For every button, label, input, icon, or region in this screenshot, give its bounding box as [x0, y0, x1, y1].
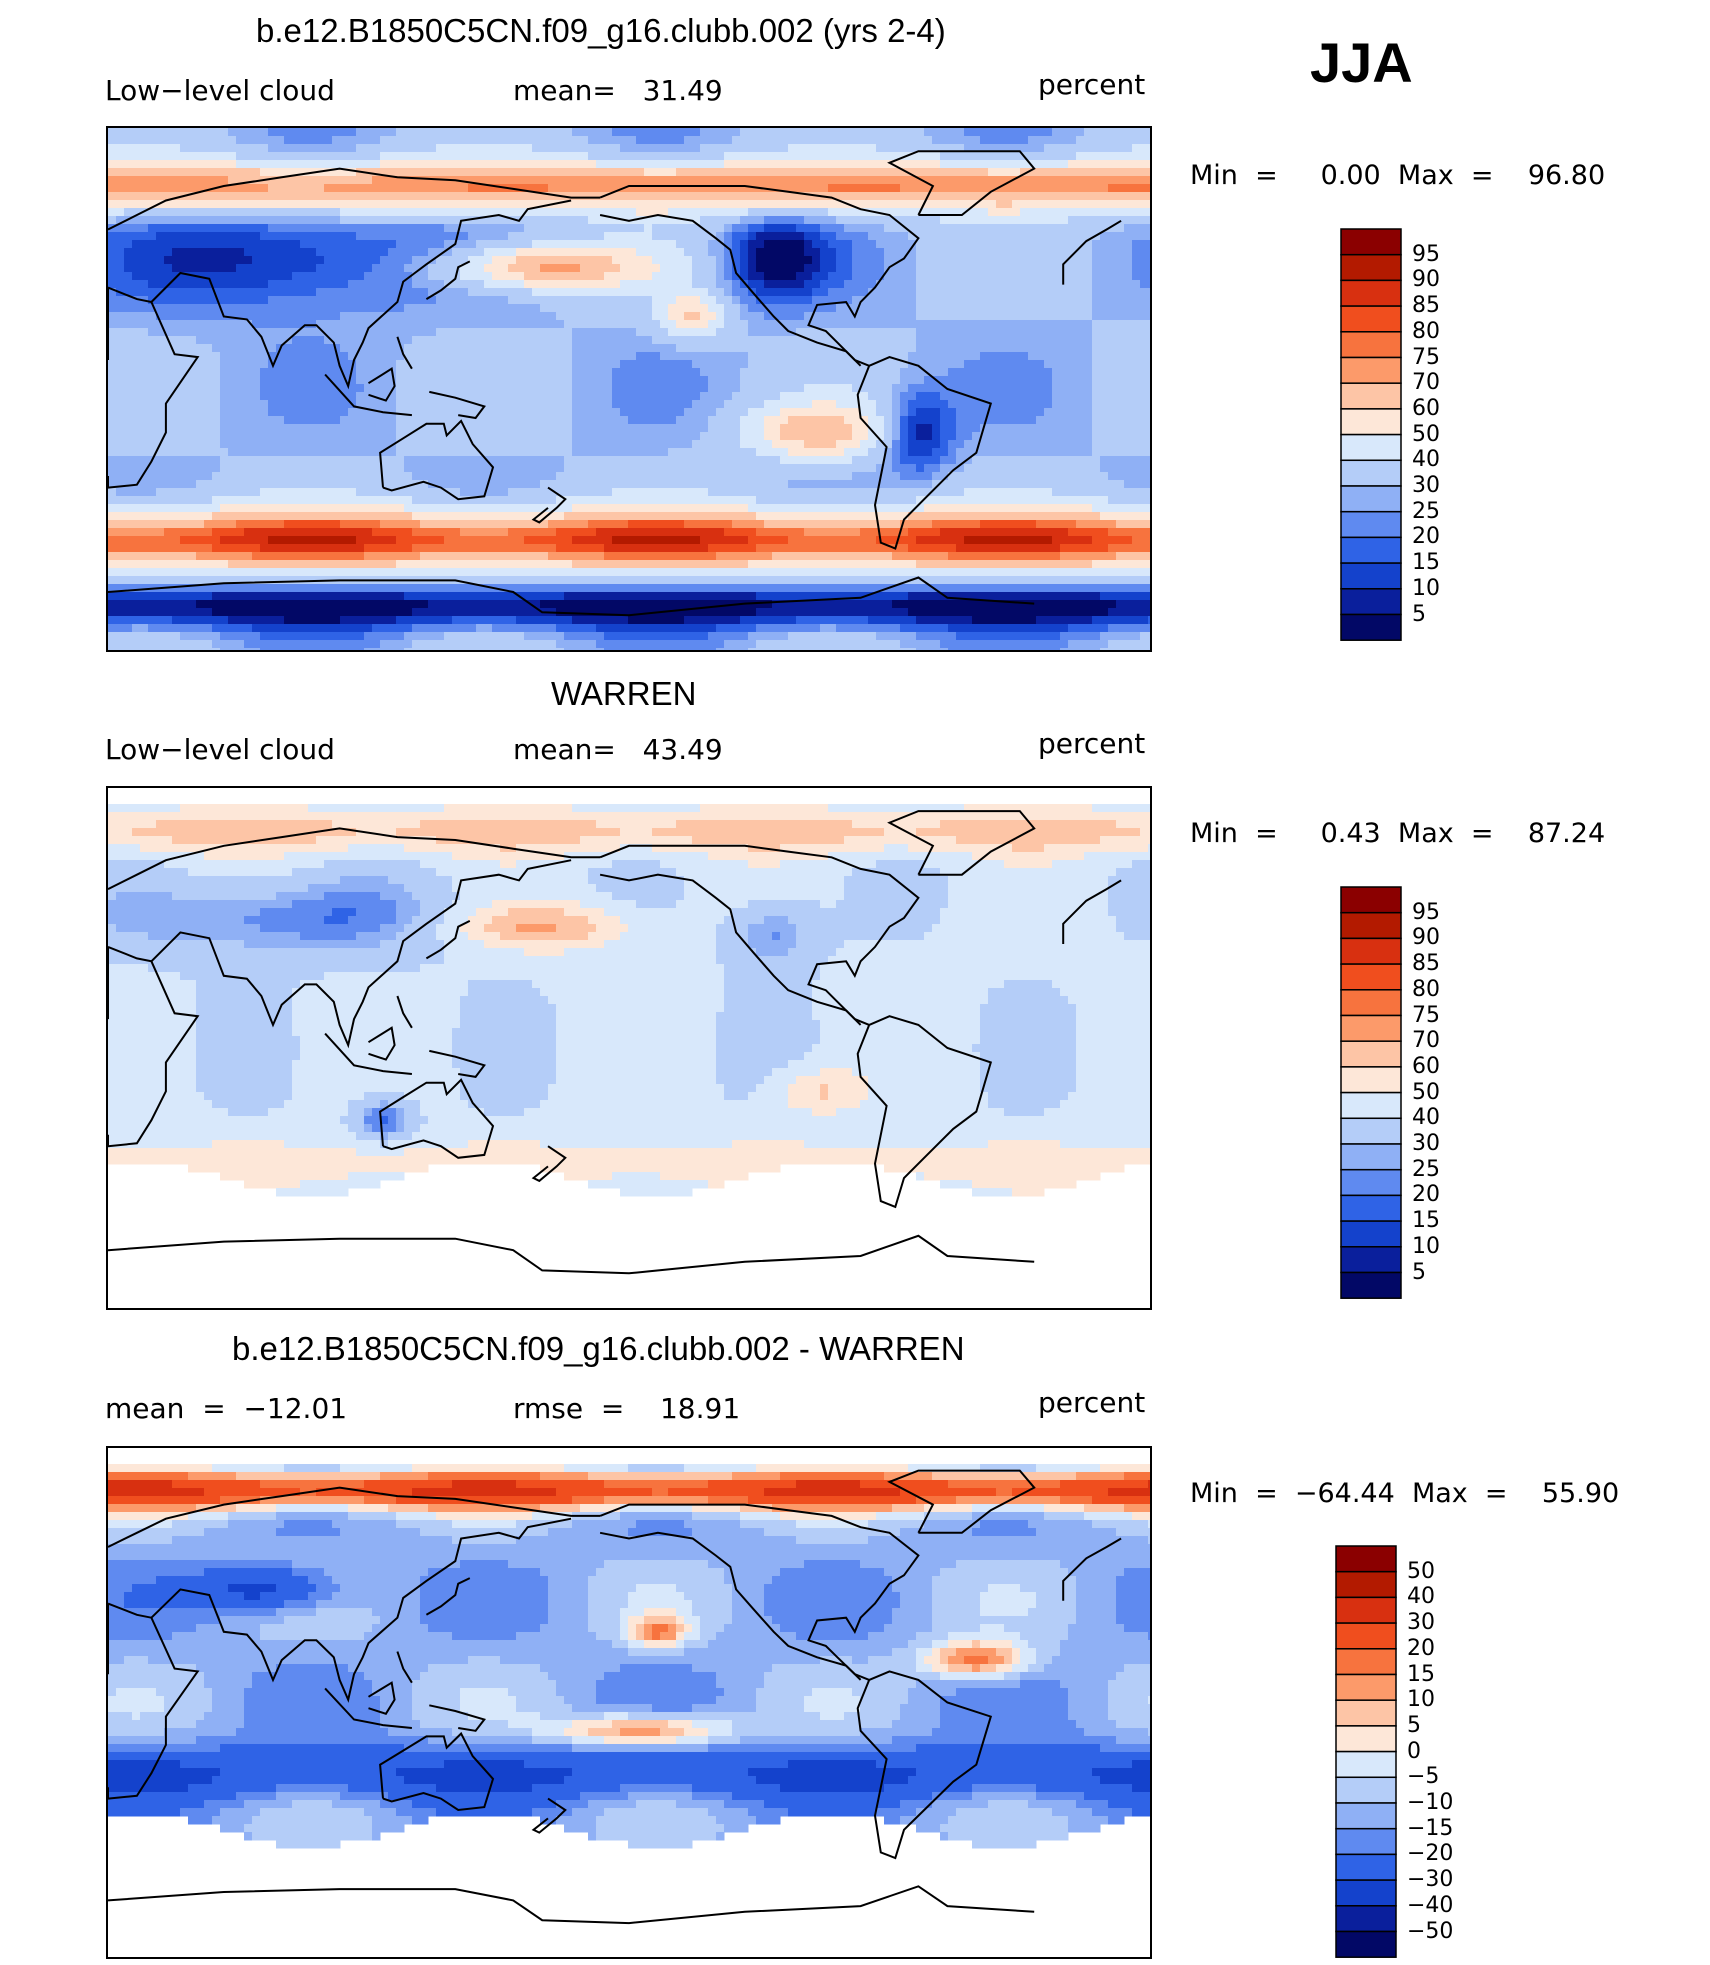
colorbar-tick-label: 15 — [1412, 1208, 1440, 1233]
colorbar-tick-label: 50 — [1412, 422, 1440, 447]
colorbar-tick-label: 60 — [1412, 1054, 1440, 1079]
colorbar-tick-label: −30 — [1407, 1867, 1453, 1892]
panel1-title: b.e12.B1850C5CN.f09_g16.clubb.002 (yrs 2… — [256, 12, 946, 50]
colorbar-tick-label: 15 — [1412, 550, 1440, 575]
panel1-map — [106, 126, 1152, 652]
colorbar-tick-label: 95 — [1412, 242, 1440, 267]
panel3-map — [106, 1446, 1152, 1959]
colorbar-tick-label: 40 — [1407, 1584, 1435, 1609]
panel2-mean-label: mean= 43.49 — [513, 733, 723, 766]
colorbar-tick-label: −20 — [1407, 1841, 1453, 1866]
colorbar-tick-label: 75 — [1412, 345, 1440, 370]
panel3-minmax: Min = −64.44 Max = 55.90 — [1190, 1478, 1619, 1509]
colorbar-tick-label: 70 — [1412, 370, 1440, 395]
panel2-minmax: Min = 0.43 Max = 87.24 — [1190, 818, 1605, 849]
colorbar-tick-label: 15 — [1407, 1662, 1435, 1687]
coastline — [108, 1886, 1034, 1923]
panel3-units-label: percent — [1038, 1386, 1145, 1419]
panel3-title: b.e12.B1850C5CN.f09_g16.clubb.002 - WARR… — [232, 1330, 965, 1368]
colorbar-tick-label: 5 — [1412, 602, 1426, 627]
panel1-variable-label: Low−level cloud — [105, 74, 335, 107]
colorbar-tick-label: −5 — [1407, 1764, 1439, 1789]
colorbar-tick-label: 30 — [1412, 1131, 1440, 1156]
colorbar-tick-label: −50 — [1407, 1919, 1453, 1944]
colorbar-tick-label: 10 — [1407, 1687, 1435, 1712]
colorbar-tick-label: 50 — [1412, 1080, 1440, 1105]
colorbar-tick-label: 85 — [1412, 951, 1440, 976]
panel2-units-label: percent — [1038, 727, 1145, 760]
coastline — [108, 1236, 1034, 1274]
panel1-minmax: Min = 0.00 Max = 96.80 — [1190, 160, 1605, 191]
colorbar-tick-label: 20 — [1412, 524, 1440, 549]
colorbar-tick-label: 90 — [1412, 267, 1440, 292]
colorbar-tick-label: 75 — [1412, 1003, 1440, 1028]
colorbar-tick-label: 90 — [1412, 925, 1440, 950]
colorbar-tick-label: 95 — [1412, 900, 1440, 925]
panel3-rmse-label: rmse = 18.91 — [513, 1392, 740, 1425]
colorbar-tick-label: 25 — [1412, 1157, 1440, 1182]
colorbar-tick-label: 10 — [1412, 1234, 1440, 1259]
panel2-map — [106, 786, 1152, 1310]
panel2-variable-label: Low−level cloud — [105, 733, 335, 766]
colorbar-tick-label: 5 — [1407, 1713, 1421, 1738]
panel1-mean-label: mean= 31.49 — [513, 74, 723, 107]
colorbar-tick-label: 25 — [1412, 499, 1440, 524]
colorbar-tick-label: 80 — [1412, 319, 1440, 344]
colorbar-tick-label: 30 — [1412, 473, 1440, 498]
colorbar-tick-label: 30 — [1407, 1610, 1435, 1635]
colorbar-tick-label: 85 — [1412, 293, 1440, 318]
colorbar-tick-label: 20 — [1412, 1182, 1440, 1207]
colorbar-tick-label: 0 — [1407, 1739, 1421, 1764]
season-label: JJA — [1310, 30, 1413, 95]
panel3-mean-label: mean = −12.01 — [105, 1392, 347, 1425]
colorbar-tick-label: 40 — [1412, 1105, 1440, 1130]
colorbar-tick-label: 70 — [1412, 1028, 1440, 1053]
colorbar-tick-label: 60 — [1412, 396, 1440, 421]
colorbar-tick-label: 50 — [1407, 1559, 1435, 1584]
colorbar-tick-label: −40 — [1407, 1893, 1453, 1918]
panel2-title: WARREN — [551, 675, 696, 713]
colorbar-tick-label: 40 — [1412, 447, 1440, 472]
colorbar-tick-label: 10 — [1412, 576, 1440, 601]
colorbar-tick-label: 80 — [1412, 977, 1440, 1002]
panel1-units-label: percent — [1038, 68, 1145, 101]
colorbar-tick-label: −10 — [1407, 1790, 1453, 1815]
colorbar-tick-label: 5 — [1412, 1260, 1426, 1285]
colorbar-tick-label: 20 — [1407, 1636, 1435, 1661]
colorbar-tick-label: −15 — [1407, 1816, 1453, 1841]
